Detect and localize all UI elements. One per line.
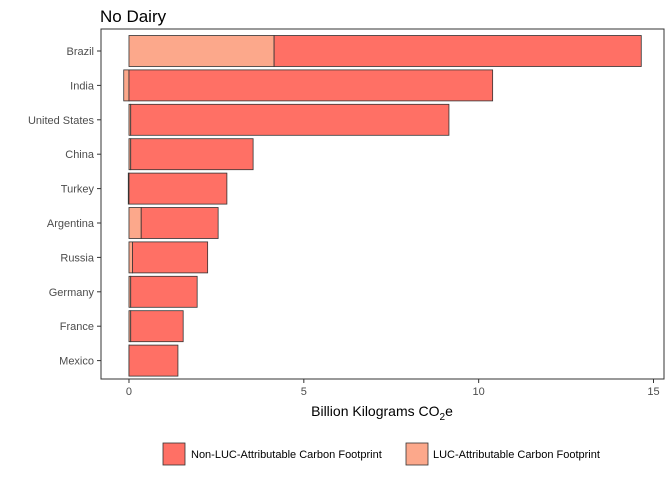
y-tick-label-russia: Russia: [60, 252, 95, 264]
bar-non-luc-argentina: [140, 207, 219, 239]
x-axis-label-subscript: 2: [440, 412, 446, 423]
y-tick-label-brazil: Brazil: [66, 46, 94, 58]
bar-non-luc-united-states: [130, 103, 450, 136]
bar-non-luc-france: [130, 310, 184, 343]
y-tick-label-china: China: [65, 149, 95, 161]
y-axis: Brazil India United States China Turkey Argen…: [28, 46, 101, 368]
x-axis: 0 5 10 15: [126, 379, 660, 398]
x-tick-label-5: 5: [301, 386, 307, 398]
bar-non-luc-germany: [130, 275, 198, 308]
x-axis-label-main: Billion Kilograms CO: [311, 403, 439, 419]
y-tick-label-argentina: Argentina: [47, 218, 95, 230]
bar-non-luc-brazil: [273, 35, 642, 67]
y-tick-label-india: India: [70, 80, 95, 92]
legend-key-non-luc-attributable-carbon-footprint: [162, 442, 186, 466]
x-tick-label-0: 0: [126, 386, 132, 398]
bar-luc-brazil: [128, 35, 275, 67]
x-tick-label-10: 10: [473, 386, 485, 398]
bar-luc-russia: [128, 241, 133, 274]
plot-panel-border: [100, 28, 665, 380]
x-axis-label: Billion Kilograms CO2e: [311, 403, 453, 423]
x-tick-label-15: 15: [647, 386, 659, 398]
bar-non-luc-mexico: [128, 344, 179, 377]
bar-non-luc-india: [128, 69, 494, 102]
x-axis-label-suffix: e: [445, 403, 453, 419]
bar-non-luc-turkey: [128, 172, 228, 205]
bar-luc-argentina: [128, 207, 142, 239]
y-tick-label-united-states: United States: [28, 115, 95, 127]
bars-group: [123, 35, 642, 377]
bar-non-luc-russia: [132, 241, 209, 274]
y-tick-label-turkey: Turkey: [61, 184, 95, 196]
legend-key-luc-attributable-carbon-footprint: [405, 442, 429, 466]
y-tick-label-france: France: [60, 321, 94, 333]
legend: Non-LUC-Attributable Carbon Footprint LUC…: [162, 442, 600, 466]
y-tick-label-germany: Germany: [49, 287, 95, 299]
legend-label-luc-attributable-carbon-footprint: LUC-Attributable Carbon Footprint: [433, 449, 600, 461]
bar-non-luc-china: [130, 138, 254, 171]
y-tick-label-mexico: Mexico: [59, 356, 94, 368]
legend-label-non-luc-attributable-carbon-footprint: Non-LUC-Attributable Carbon Footprint: [191, 449, 382, 461]
chart-title: No Dairy: [100, 7, 167, 26]
bar-luc-india: [123, 69, 130, 102]
